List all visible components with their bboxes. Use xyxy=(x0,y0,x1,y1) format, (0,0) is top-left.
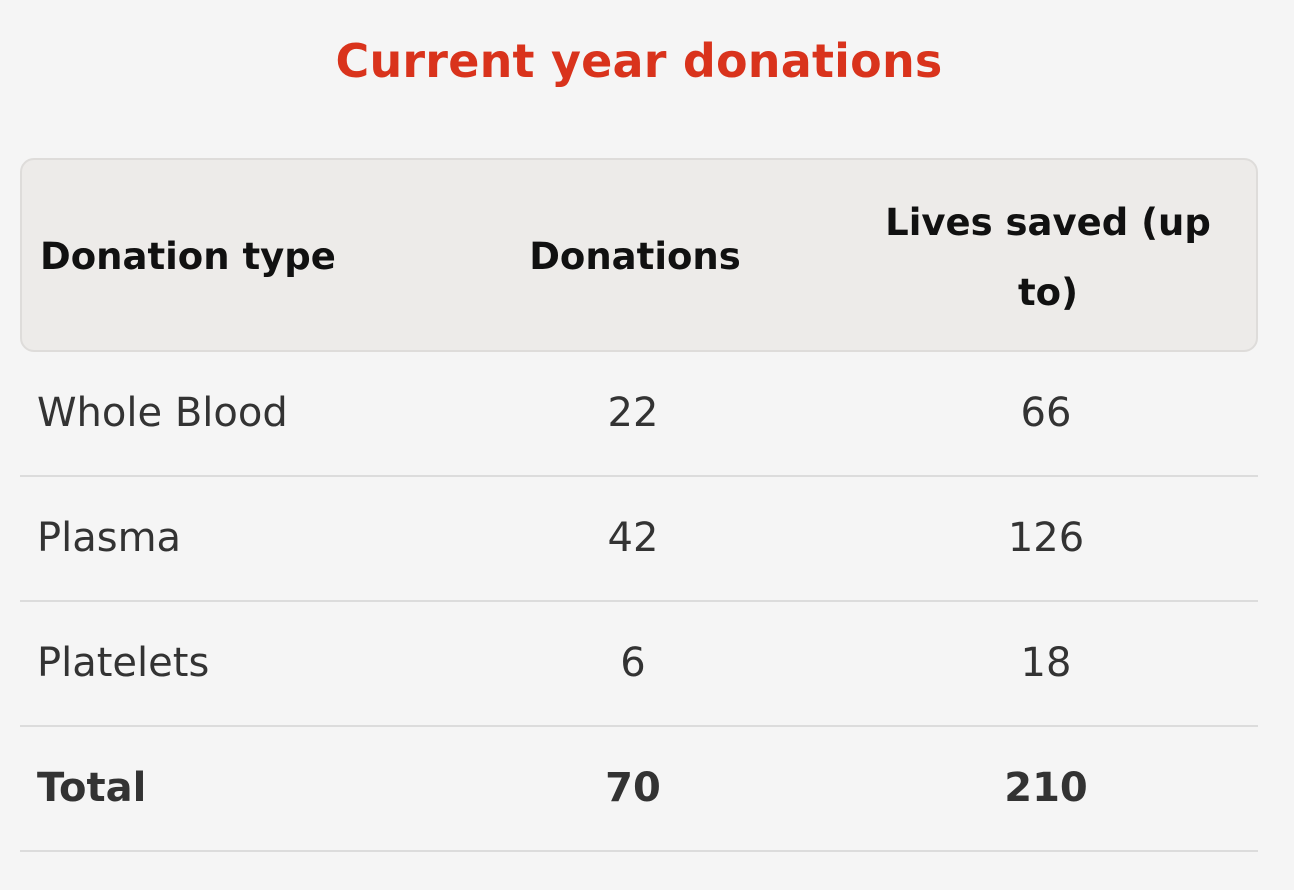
cell-lives-saved: 66 xyxy=(1020,390,1072,436)
page-title: Current year donations xyxy=(335,34,943,88)
cell-donation-type: Plasma xyxy=(37,515,182,561)
table-row: Whole Blood 22 66 xyxy=(20,352,1258,477)
table-row: Platelets 6 18 xyxy=(20,602,1258,727)
cell-donations: 22 xyxy=(607,390,659,436)
total-label: Total xyxy=(37,765,147,811)
cell-donations: 42 xyxy=(607,515,659,561)
table-total-row: Total 70 210 xyxy=(20,727,1258,852)
cell-donation-type: Platelets xyxy=(37,640,210,686)
table-row: Plasma 42 126 xyxy=(20,477,1258,602)
header-donations: Donations xyxy=(529,235,741,278)
cell-lives-saved: 18 xyxy=(1020,640,1072,686)
cell-donation-type: Whole Blood xyxy=(37,390,288,436)
total-donations: 70 xyxy=(605,765,661,811)
cell-donations: 6 xyxy=(620,640,646,686)
header-lives-saved: Lives saved (up to) xyxy=(885,201,1211,314)
total-lives-saved: 210 xyxy=(1004,765,1088,811)
cell-lives-saved: 126 xyxy=(1007,515,1085,561)
donations-table: Donation type Donations Lives saved (up … xyxy=(20,158,1258,852)
table-header: Donation type Donations Lives saved (up … xyxy=(20,158,1258,352)
header-donation-type: Donation type xyxy=(40,235,336,278)
